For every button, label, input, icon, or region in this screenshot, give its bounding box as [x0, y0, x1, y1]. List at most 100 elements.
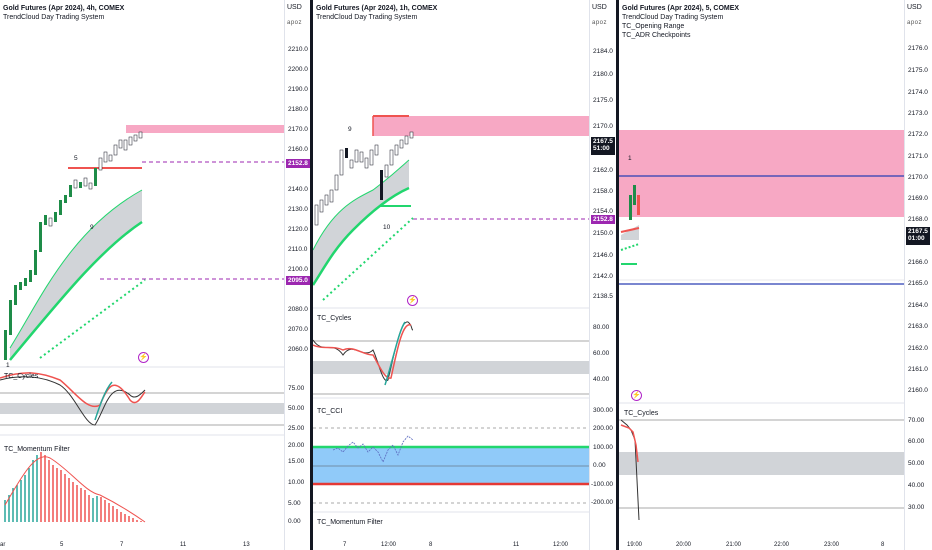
cycles-title[interactable]: TC_Cycles: [4, 373, 39, 380]
cycles-tick: 40.00: [908, 482, 925, 489]
cci-tick: 100.00: [593, 444, 613, 451]
momentum-histogram: [4, 452, 142, 522]
momentum-title[interactable]: TC_Momentum Filter: [317, 519, 383, 526]
currency-label[interactable]: USD: [907, 4, 922, 11]
trailing-stop-markers: [322, 217, 414, 301]
cycles-neutral-band: [313, 361, 589, 374]
price-tick: 2160.0: [288, 146, 308, 153]
chart-panel-1h[interactable]: Gold Futures (Apr 2024), 1h, COMEX Trend…: [313, 0, 617, 550]
price-tick: 2164.0: [908, 302, 928, 309]
cycles-line-green: [94, 381, 113, 421]
scale-modes[interactable]: apoz: [907, 20, 923, 26]
symbol-title[interactable]: Gold Futures (Apr 2024), 5, COMEX: [622, 5, 740, 12]
chart-panel-5m[interactable]: Gold Futures (Apr 2024), 5, COMEX TrendC…: [619, 0, 932, 550]
price-tick: 2146.0: [593, 252, 613, 259]
cloud-lower-line: [9, 220, 143, 361]
current-price: 2167.5: [908, 228, 928, 235]
cci-tick: 0.00: [593, 462, 606, 469]
candles-1h: [314, 131, 414, 226]
chart-panel-4h[interactable]: Gold Futures (Apr 2024), 4h, COMEX Trend…: [0, 0, 312, 550]
trailing-stop-markers: [39, 279, 146, 359]
bar-countdown: 01:00: [908, 235, 925, 242]
price-tick: 2184.0: [593, 48, 613, 55]
price-tick: 2176.0: [908, 45, 928, 52]
cycles-tick: 50.00: [908, 460, 925, 467]
indicator-label[interactable]: TrendCloud Day Trading System: [622, 14, 724, 21]
symbol-title[interactable]: Gold Futures (Apr 2024), 1h, COMEX: [316, 5, 438, 12]
cloud-upper-line: [9, 189, 143, 349]
time-label: 13: [243, 542, 250, 548]
currency-label[interactable]: USD: [592, 4, 607, 11]
price-tick: 2130.0: [288, 206, 308, 213]
current-price-tag: 2167.5 01:00: [906, 227, 930, 245]
wave-label: 5: [74, 155, 78, 162]
price-tick: 2190.0: [288, 86, 308, 93]
time-label: 11: [513, 542, 520, 548]
time-label: 20:00: [676, 542, 692, 548]
price-tick: 2168.0: [908, 216, 928, 223]
indicator-label[interactable]: TC_Opening Range: [622, 23, 685, 30]
cycles-tick: 30.00: [908, 504, 925, 511]
momentum-title[interactable]: TC_Momentum Filter: [4, 446, 70, 453]
cci-tick: 200.00: [593, 425, 613, 432]
currency-label[interactable]: USD: [287, 4, 302, 11]
scale-modes[interactable]: apoz: [287, 20, 303, 26]
cycles-tick: 40.00: [593, 376, 610, 383]
supply-zone: [373, 116, 589, 136]
time-label: 8: [429, 542, 433, 548]
price-tick: 2160.0: [908, 387, 928, 394]
time-label: 12:00: [381, 542, 397, 548]
price-tick: 2200.0: [288, 66, 308, 73]
price-tick: 2169.0: [908, 195, 928, 202]
momentum-tick: 5.00: [288, 500, 301, 507]
chart-canvas-5m[interactable]: [619, 0, 932, 550]
candle: [633, 185, 636, 205]
symbol-title[interactable]: Gold Futures (Apr 2024), 4h, COMEX: [3, 5, 125, 12]
time-label: 21:00: [726, 542, 742, 548]
momentum-tick: 10.00: [288, 479, 305, 486]
legend-1h: Gold Futures (Apr 2024), 1h, COMEX Trend…: [316, 4, 437, 22]
cycles-title[interactable]: TC_Cycles: [317, 315, 352, 322]
time-label: 8: [881, 542, 885, 548]
price-axis-5m[interactable]: USD apoz 2176.0 2175.0 2174.0 2173.0 217…: [904, 0, 932, 550]
cci-tick: -200.00: [591, 499, 614, 506]
indicator-label[interactable]: TrendCloud Day Trading System: [316, 14, 418, 21]
price-axis-1h[interactable]: USD apoz 2184.0 2180.0 2175.0 2170.0 216…: [589, 0, 617, 550]
price-tick: 2158.0: [593, 188, 613, 195]
cci-tick: -100.00: [591, 481, 614, 488]
trend-cloud: [313, 160, 409, 285]
time-label: 19:00: [627, 542, 643, 548]
price-tick: 2100.0: [288, 266, 308, 273]
price-tick: 2166.0: [908, 259, 928, 266]
time-label: ar: [0, 542, 6, 548]
price-axis-4h[interactable]: USD apoz 2210.0 2200.0 2190.0 2180.0 217…: [284, 0, 312, 550]
price-tick: 2060.0: [288, 346, 308, 353]
scale-modes[interactable]: apoz: [592, 20, 608, 26]
price-tick: 2140.0: [288, 186, 308, 193]
price-tick: 2180.0: [288, 106, 308, 113]
indicator-label[interactable]: TrendCloud Day Trading System: [3, 14, 105, 21]
lightning-icon[interactable]: ⚡: [138, 352, 149, 363]
indicator-label[interactable]: TC_ADR Checkpoints: [622, 32, 691, 39]
time-label: 23:00: [824, 542, 840, 548]
price-tick: 2175.0: [908, 67, 928, 74]
momentum-tick: 20.00: [288, 442, 305, 449]
panel-separator[interactable]: [616, 0, 619, 550]
momentum-line: [4, 456, 146, 523]
cycles-title[interactable]: TC_Cycles: [624, 410, 659, 417]
cci-title[interactable]: TC_CCI: [317, 408, 343, 415]
price-tick: 2170.0: [288, 126, 308, 133]
price-tick: 2173.0: [908, 110, 928, 117]
price-tick: 2138.5: [593, 293, 613, 300]
panel-separator[interactable]: [310, 0, 313, 550]
chart-canvas-1h[interactable]: [313, 0, 617, 550]
price-tick: 2162.0: [908, 345, 928, 352]
chart-canvas-4h[interactable]: [0, 0, 312, 550]
cycles-tick: 75.00: [288, 385, 305, 392]
lightning-icon[interactable]: ⚡: [407, 295, 418, 306]
cycles-tick: 60.00: [908, 438, 925, 445]
lightning-icon[interactable]: ⚡: [631, 390, 642, 401]
price-tag: 2152.8: [591, 215, 615, 224]
time-label: 7: [343, 542, 347, 548]
candle: [637, 195, 640, 215]
